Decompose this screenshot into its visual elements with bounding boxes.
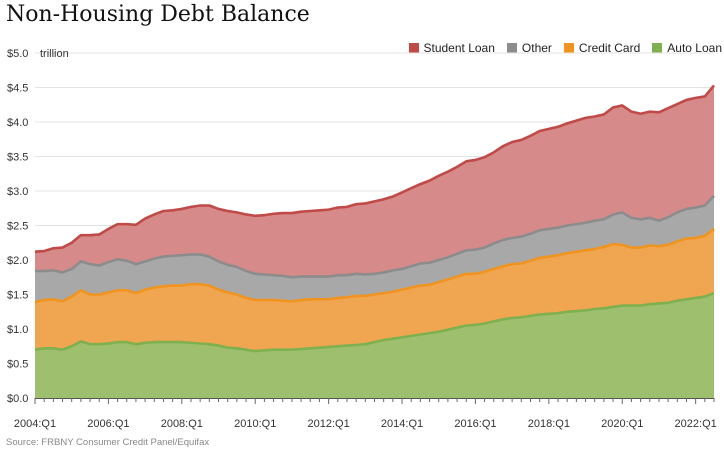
legend-swatch-auto-loan	[652, 43, 663, 53]
x-tick-label: 2004:Q1	[14, 418, 56, 430]
chart-title: Non-Housing Debt Balance	[6, 2, 310, 27]
legend-item-auto-loan: Auto Loan	[652, 41, 722, 55]
line-auto-loan	[34, 291, 715, 353]
legend-item-other: Other	[506, 41, 552, 55]
x-tick-label: 2006:Q1	[87, 418, 129, 430]
y-tick-label: $2.5	[7, 221, 28, 233]
legend-swatch-credit-card	[563, 43, 574, 53]
legend-label-student-loan: Student Loan	[423, 41, 495, 55]
line-other	[35, 194, 715, 279]
y-tick-label: $4.5	[7, 83, 28, 95]
line-student-loan	[34, 84, 715, 254]
x-tick-label: 2020:Q1	[601, 418, 643, 430]
legend-label-credit-card: Credit Card	[578, 41, 641, 55]
area-auto-loan	[35, 293, 714, 398]
y-tick-label: $5.0	[7, 48, 28, 60]
x-tick-label: 2010:Q1	[234, 418, 276, 430]
y-tick-label: $2.0	[7, 255, 28, 267]
legend-swatch-student-loan	[408, 43, 419, 53]
legend-swatch-other	[506, 43, 517, 53]
area-other	[35, 195, 714, 303]
x-tick-label: 2008:Q1	[161, 418, 203, 430]
x-tick-label: 2016:Q1	[454, 418, 496, 430]
source-note: Source: FRBNY Consumer Credit Panel/Equi…	[6, 437, 210, 448]
legend-label-other: Other	[521, 41, 552, 55]
y-tick-label: $4.0	[7, 117, 28, 129]
y-unit-label: trillion	[40, 48, 69, 60]
legend: Student Loan Other Credit Card Auto Loan	[408, 41, 722, 55]
y-tick-label: $0.0	[7, 393, 28, 405]
y-tick-label: $3.0	[7, 186, 28, 198]
y-tick-label: $0.5	[7, 359, 28, 371]
x-tick-label: 2018:Q1	[528, 418, 570, 430]
y-tick-label: $3.5	[7, 152, 28, 164]
line-credit-card	[34, 227, 715, 304]
legend-item-credit-card: Credit Card	[563, 41, 641, 55]
y-tick-label: $1.5	[7, 290, 28, 302]
y-tick-label: $1.0	[7, 324, 28, 336]
area-credit-card	[35, 228, 714, 352]
legend-label-auto-loan: Auto Loan	[667, 41, 722, 55]
x-tick-label: 2014:Q1	[381, 418, 423, 430]
x-tick-label: 2012:Q1	[308, 418, 350, 430]
x-tick-label: 2022:Q1	[675, 418, 717, 430]
legend-item-student-loan: Student Loan	[408, 41, 495, 55]
